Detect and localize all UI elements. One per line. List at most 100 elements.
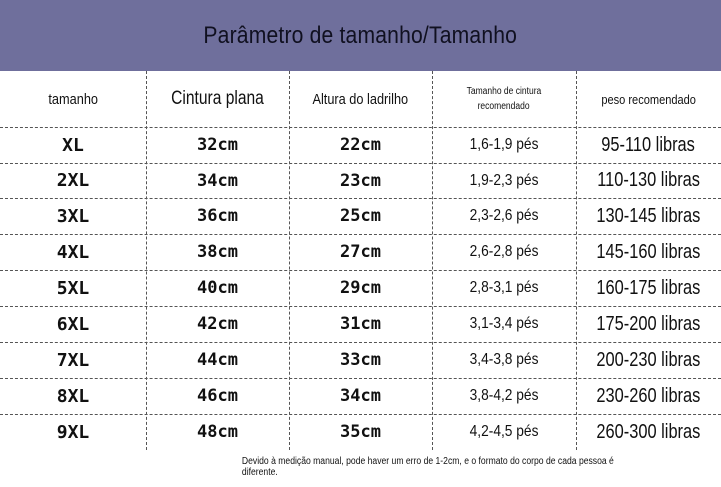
table-cell-size: XL — [0, 127, 146, 163]
cell-value: 3,8-4,2 pés — [469, 387, 539, 404]
cell-value: 6XL — [56, 313, 90, 335]
cell-value: 8XL — [56, 385, 90, 407]
column-divider — [576, 71, 577, 450]
table-cell-waist: 36cm — [146, 198, 289, 234]
table-row: 8XL 46cm 34cm 3,8-4,2 pés 230-260 libras — [0, 378, 721, 414]
cell-value: 44cm — [197, 350, 238, 370]
cell-value: 3,4-3,8 pés — [469, 351, 539, 368]
table-header-row: tamanho Cintura plana Altura do ladrilho… — [0, 71, 721, 127]
cell-value: 9XL — [56, 421, 90, 443]
table-cell-waist-ft: 4,2-4,5 pés — [432, 414, 576, 450]
cell-value: 40cm — [197, 278, 238, 298]
cell-value: 2,3-2,6 pés — [469, 207, 539, 224]
column-divider — [146, 71, 147, 450]
cell-value: 34cm — [197, 170, 238, 191]
divider — [0, 306, 721, 307]
table-row: 6XL 42cm 31cm 3,1-3,4 pés 175-200 libras — [0, 306, 721, 342]
table-cell-waist-ft: 3,4-3,8 pés — [432, 342, 576, 378]
table-cell-weight: 110-130 libras — [576, 163, 721, 198]
cell-value: 145-160 libras — [596, 240, 701, 263]
cell-value: 7XL — [56, 349, 90, 371]
footnote: Devido à medição manual, pode haver um e… — [241, 456, 614, 478]
header-cell-waist: Cintura plana — [146, 71, 289, 127]
header-cell-weight: peso recomendado — [576, 71, 721, 127]
divider — [0, 198, 721, 199]
table-cell-height: 23cm — [289, 163, 432, 198]
divider — [0, 163, 721, 164]
cell-value: 200-230 libras — [596, 348, 701, 371]
table-cell-weight: 160-175 libras — [576, 270, 721, 306]
header-waist-label: Cintura plana — [171, 88, 264, 109]
cell-value: 23cm — [340, 170, 381, 191]
header-size-label: tamanho — [48, 90, 98, 108]
cell-value: 230-260 libras — [596, 384, 701, 407]
table-cell-weight: 200-230 libras — [576, 342, 721, 378]
divider — [0, 342, 721, 343]
cell-value: 22cm — [340, 135, 381, 155]
header-waist-size-line2: recomendado — [478, 101, 530, 112]
cell-value: 130-145 libras — [596, 204, 701, 227]
divider — [0, 414, 721, 415]
cell-value: 4XL — [56, 241, 90, 263]
table-cell-waist-ft: 1,6-1,9 pés — [432, 127, 576, 163]
table-cell-waist-ft: 2,6-2,8 pés — [432, 234, 576, 270]
divider — [0, 234, 721, 235]
table-cell-waist-ft: 3,8-4,2 pés — [432, 378, 576, 414]
table-cell-waist: 38cm — [146, 234, 289, 270]
header-cell-waist-size: Tamanho de cintura recomendado — [432, 71, 576, 127]
header-cell-height: Altura do ladrilho — [289, 71, 432, 127]
table-cell-waist: 34cm — [146, 163, 289, 198]
cell-value: 33cm — [340, 350, 381, 370]
table-cell-weight: 130-145 libras — [576, 198, 721, 234]
cell-value: 1,6-1,9 pés — [469, 136, 539, 153]
cell-value: 25cm — [340, 206, 381, 226]
table-cell-waist: 46cm — [146, 378, 289, 414]
divider — [0, 127, 721, 128]
table-row: 7XL 44cm 33cm 3,4-3,8 pés 200-230 libras — [0, 342, 721, 378]
table-cell-size: 6XL — [0, 306, 146, 342]
table-cell-waist-ft: 2,3-2,6 pés — [432, 198, 576, 234]
table-cell-waist-ft: 2,8-3,1 pés — [432, 270, 576, 306]
table-cell-waist: 32cm — [146, 127, 289, 163]
cell-value: 260-300 libras — [596, 420, 701, 443]
table-cell-size: 7XL — [0, 342, 146, 378]
table-cell-size: 4XL — [0, 234, 146, 270]
table-cell-height: 22cm — [289, 127, 432, 163]
table-row: 2XL 34cm 23cm 1,9-2,3 pés 110-130 libras — [0, 163, 721, 198]
table-cell-height: 34cm — [289, 378, 432, 414]
table-cell-height: 35cm — [289, 414, 432, 450]
cell-value: 27cm — [340, 242, 381, 262]
cell-value: 5XL — [56, 277, 90, 299]
header-cell-size: tamanho — [0, 71, 146, 127]
header-weight-label: peso recomendado — [601, 91, 696, 107]
table-row: 5XL 40cm 29cm 2,8-3,1 pés 160-175 libras — [0, 270, 721, 306]
table-cell-size: 5XL — [0, 270, 146, 306]
cell-value: 35cm — [340, 422, 381, 442]
header-height-label: Altura do ladrilho — [312, 90, 409, 108]
table-cell-size: 2XL — [0, 163, 146, 198]
table-cell-waist: 42cm — [146, 306, 289, 342]
table-cell-waist-ft: 1,9-2,3 pés — [432, 163, 576, 198]
cell-value: 175-200 libras — [596, 312, 701, 335]
cell-value: 42cm — [197, 314, 238, 334]
cell-value: 3,1-3,4 pés — [469, 315, 539, 332]
table-cell-size: 3XL — [0, 198, 146, 234]
cell-value: 34cm — [340, 386, 381, 406]
table-cell-height: 29cm — [289, 270, 432, 306]
table-cell-weight: 145-160 libras — [576, 234, 721, 270]
divider — [0, 270, 721, 271]
cell-value: 48cm — [197, 422, 238, 442]
table-cell-weight: 175-200 libras — [576, 306, 721, 342]
cell-value: 31cm — [340, 314, 381, 334]
table-cell-weight: 260-300 libras — [576, 414, 721, 450]
column-divider — [432, 71, 433, 450]
table-cell-height: 31cm — [289, 306, 432, 342]
cell-value: 38cm — [197, 242, 238, 262]
column-divider — [289, 71, 290, 450]
table-row: 9XL 48cm 35cm 4,2-4,5 pés 260-300 libras — [0, 414, 721, 450]
cell-value: XL — [62, 134, 84, 156]
table-row: XL 32cm 22cm 1,6-1,9 pés 95-110 libras — [0, 127, 721, 163]
cell-value: 1,9-2,3 pés — [469, 171, 539, 189]
table-row: 3XL 36cm 25cm 2,3-2,6 pés 130-145 libras — [0, 198, 721, 234]
cell-value: 36cm — [197, 206, 238, 226]
